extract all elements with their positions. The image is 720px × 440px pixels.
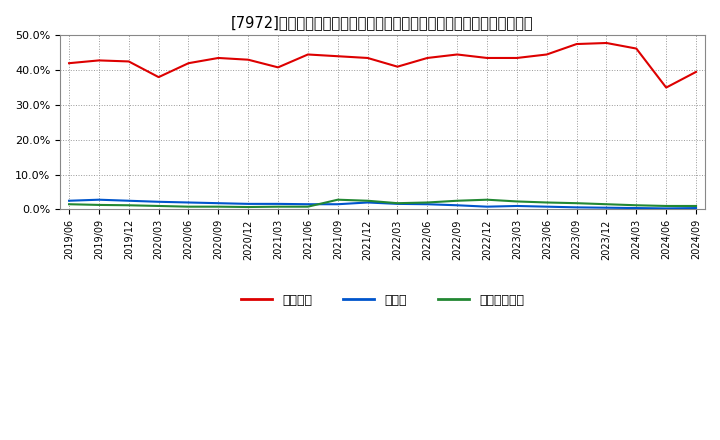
Legend: 自己資本, のれん, 繰延税金資産: 自己資本, のれん, 繰延税金資産 (235, 289, 529, 312)
Title: [7972]　自己資本、のれん、繰延税金資産の総資産に対する比率の推移: [7972] 自己資本、のれん、繰延税金資産の総資産に対する比率の推移 (231, 15, 534, 30)
